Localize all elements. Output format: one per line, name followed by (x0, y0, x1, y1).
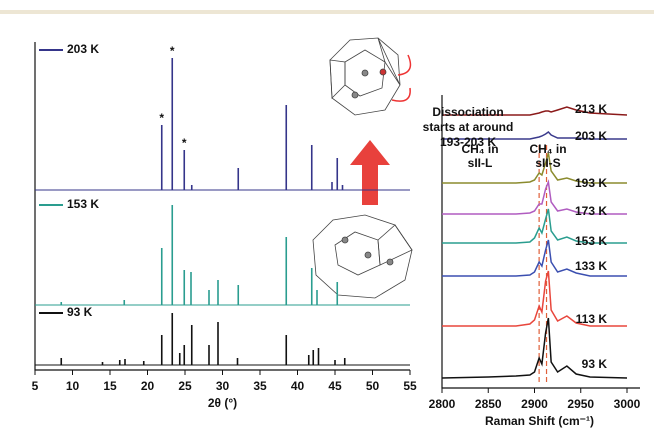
band-annotation: CH₄ in (529, 142, 566, 156)
legend-label: 93 K (67, 305, 93, 319)
x-tick-label: 20 (141, 379, 155, 393)
cage-illustration-bottom (312, 214, 413, 299)
x-tick-label: 40 (291, 379, 305, 393)
cage-illustration-top (329, 37, 412, 116)
x-tick-label: 35 (253, 379, 267, 393)
spectrum (442, 131, 627, 140)
x-tick-label: 25 (178, 379, 192, 393)
series-label: 193 K (575, 176, 607, 190)
x-tick-label: 15 (103, 379, 117, 393)
dissociation-note: 193-203 K (440, 135, 496, 149)
legend-label: 203 K (67, 42, 99, 56)
peak-marker: * (170, 44, 175, 58)
x-axis-label: Raman Shift (cm⁻¹) (485, 414, 594, 428)
series-label: 153 K (575, 234, 607, 248)
x-tick-label: 2900 (521, 397, 548, 411)
x-tick-label: 10 (66, 379, 80, 393)
peak-marker: * (182, 136, 187, 150)
spectrum (442, 179, 627, 215)
series-label: 133 K (575, 259, 607, 273)
series-label: 213 K (575, 102, 607, 116)
spectrum (442, 106, 628, 116)
series-label: 113 K (576, 312, 608, 326)
dissociation-note: starts at around (423, 120, 514, 134)
x-tick-label: 2800 (429, 397, 456, 411)
x-tick-label: 45 (328, 379, 342, 393)
x-tick-label: 2950 (567, 397, 594, 411)
spectrum (442, 208, 627, 244)
x-axis-label: 2θ (°) (208, 396, 237, 410)
legend-label: 153 K (67, 197, 99, 211)
series-label: 173 K (575, 204, 607, 218)
x-tick-label: 5 (32, 379, 39, 393)
spectrum (442, 270, 627, 327)
spectrum (441, 317, 628, 379)
series-label: 93 K (582, 357, 608, 371)
dissociation-note: Dissociation (432, 105, 503, 119)
band-annotation: sII-S (535, 156, 560, 170)
x-tick-label: 2850 (475, 397, 502, 411)
band-annotation: CH₄ in (461, 142, 498, 156)
series-label: 203 K (575, 129, 607, 143)
x-tick-label: 55 (403, 379, 417, 393)
x-tick-label: 30 (216, 379, 230, 393)
spectrum (442, 152, 627, 184)
peak-marker: * (159, 111, 164, 125)
top-rule (0, 10, 654, 14)
spectrum (442, 239, 627, 277)
x-tick-label: 3000 (614, 397, 641, 411)
band-annotation: sII-L (468, 156, 493, 170)
x-tick-label: 50 (366, 379, 380, 393)
transition-arrow (350, 140, 390, 205)
